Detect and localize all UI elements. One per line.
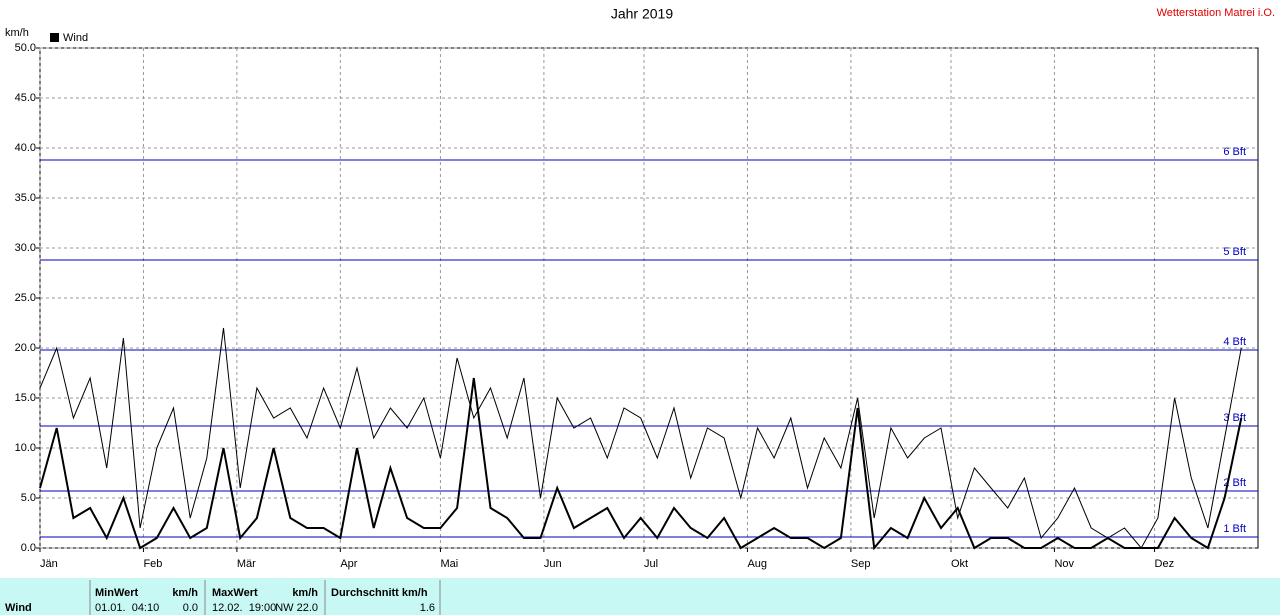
y-tick-label: 0.0 [21, 542, 36, 554]
x-tick-label: Apr [340, 558, 357, 570]
y-tick-label: 5.0 [21, 492, 36, 504]
y-tick-label: 45.0 [15, 92, 36, 104]
x-tick-label: Mär [237, 558, 256, 570]
station-name: Wetterstation Matrei i.O. [1157, 7, 1275, 19]
x-tick-label: Okt [951, 558, 968, 570]
data-line [39, 377, 1243, 551]
x-tick-label: Sep [851, 558, 871, 570]
table-header: Durchschnitt km/h [331, 587, 428, 599]
y-tick-label: 10.0 [15, 442, 36, 454]
y-tick-label: 40.0 [15, 142, 36, 154]
x-tick-label: Jul [644, 558, 658, 570]
y-tick-label: 15.0 [15, 392, 36, 404]
table-header: km/h [292, 587, 318, 599]
legend-label: Wind [63, 32, 88, 44]
table-cell: 12.02. 19:00 [212, 602, 276, 614]
y-axis-label: km/h [5, 27, 29, 39]
x-tick-label: Feb [143, 558, 162, 570]
stats-table: MinWert km/h MaxWert km/h Durchschnitt k… [5, 580, 441, 615]
y-tick-label: 25.0 [15, 292, 36, 304]
x-tick-label: Aug [747, 558, 767, 570]
reference-label: 4 Bft [1223, 336, 1246, 348]
reference-label: 5 Bft [1223, 246, 1246, 258]
y-tick-label: 50.0 [15, 42, 36, 54]
data-line [39, 327, 1242, 549]
x-tick-label: Dez [1155, 558, 1175, 570]
table-header: MaxWert [212, 587, 258, 599]
x-tick-label: Jun [544, 558, 562, 570]
legend-swatch [50, 33, 59, 42]
y-tick-label: 30.0 [15, 242, 36, 254]
table-header: MinWert [95, 587, 139, 599]
y-tick-label: 20.0 [15, 342, 36, 354]
y-tick-label: 35.0 [15, 192, 36, 204]
table-cell: 0.0 [183, 602, 198, 614]
x-tick-label: Jän [40, 558, 58, 570]
table-header: km/h [172, 587, 198, 599]
table-cell: Wind [5, 602, 32, 614]
table-cell: NW 22.0 [275, 602, 318, 614]
stats-background [0, 578, 1280, 615]
chart-title: Jahr 2019 [611, 6, 673, 22]
reference-label: 6 Bft [1223, 146, 1246, 158]
table-cell: 1.6 [420, 602, 435, 614]
reference-label: 3 Bft [1223, 412, 1246, 424]
x-tick-label: Nov [1054, 558, 1074, 570]
table-cell: 01.01. 04:10 [95, 602, 159, 614]
reference-label: 1 Bft [1223, 523, 1246, 535]
x-tick-label: Mai [440, 558, 458, 570]
